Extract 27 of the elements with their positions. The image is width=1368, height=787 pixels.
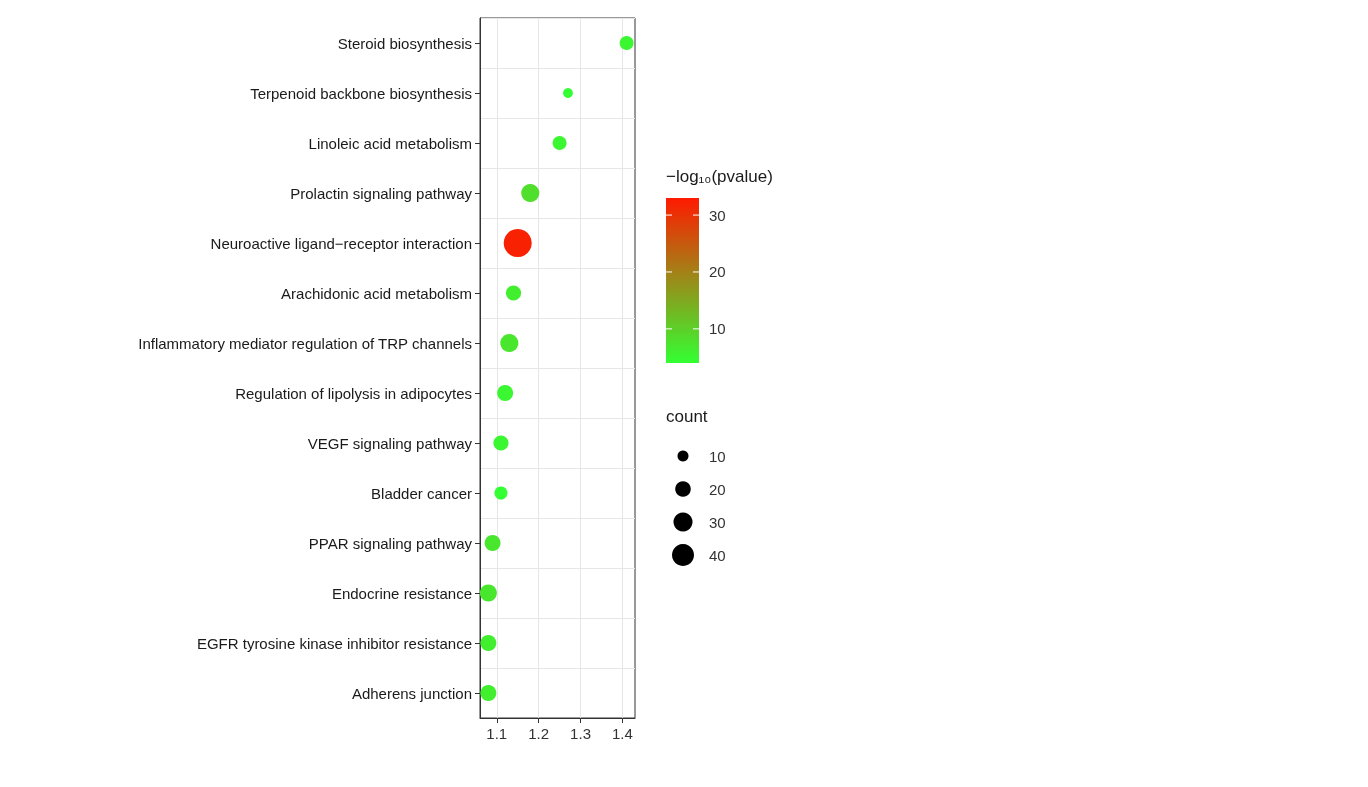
y-tick-label: Prolactin signaling pathway: [290, 184, 473, 202]
y-tick-label: Regulation of lipolysis in adipocytes: [235, 384, 472, 402]
x-tick-label: 1.2: [528, 725, 550, 742]
y-tick-label: Inflammatory mediator regulation of TRP channels: [138, 334, 472, 352]
y-tick-label: EGFR tyrosine kinase inhibitor resistance: [196, 634, 472, 652]
color-bar-label: 30: [709, 206, 726, 224]
y-tick-label: Neuroactive ligand−receptor interaction: [210, 234, 472, 252]
legend-label: 10: [709, 447, 726, 465]
legend-label: 30: [709, 513, 726, 531]
legend-title: count: [666, 407, 708, 426]
y-tick-label: PPAR signaling pathway: [308, 534, 473, 552]
color-bar-label: 10: [709, 320, 726, 338]
x-tick-label: 1.4: [612, 725, 633, 742]
y-tick-label: VEGF signaling pathway: [307, 434, 473, 452]
y-tick-label: Linoleic acid metabolism: [308, 134, 472, 152]
y-tick-label: Bladder cancer: [371, 484, 472, 502]
y-tick-label: Terpenoid backbone biosynthesis: [250, 84, 472, 102]
legend-label: 20: [709, 480, 726, 498]
y-tick-label: Steroid biosynthesis: [337, 34, 472, 52]
legend-label: 40: [709, 546, 726, 564]
y-tick-label: Arachidonic acid metabolism: [281, 284, 472, 302]
color-bar-title: −log₁₀(pvalue): [666, 167, 773, 186]
y-tick-label: Adherens junction: [351, 684, 472, 702]
x-tick-label: 1.3: [570, 725, 591, 742]
y-tick-label: Endocrine resistance: [331, 584, 472, 602]
color-bar-label: 20: [709, 263, 726, 281]
x-tick-label: 1.1: [486, 725, 508, 742]
